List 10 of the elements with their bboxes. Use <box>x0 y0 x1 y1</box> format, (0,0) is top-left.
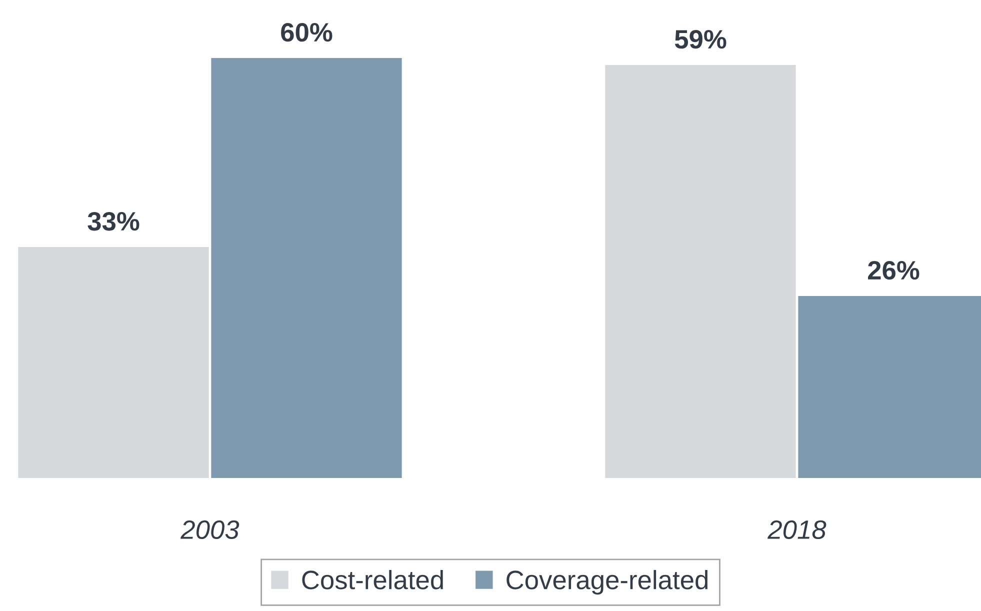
bar <box>605 65 796 478</box>
data-label: 26% <box>868 260 920 280</box>
bar <box>18 247 209 478</box>
legend-label: Coverage-related <box>506 570 708 595</box>
x-tick-label: 2018 <box>767 520 826 540</box>
data-label: 60% <box>281 22 332 42</box>
x-tick-label: 2003 <box>180 520 240 540</box>
legend-label: Cost-related <box>302 570 443 590</box>
data-label: 59% <box>674 30 726 49</box>
data-label: 33% <box>88 212 140 231</box>
